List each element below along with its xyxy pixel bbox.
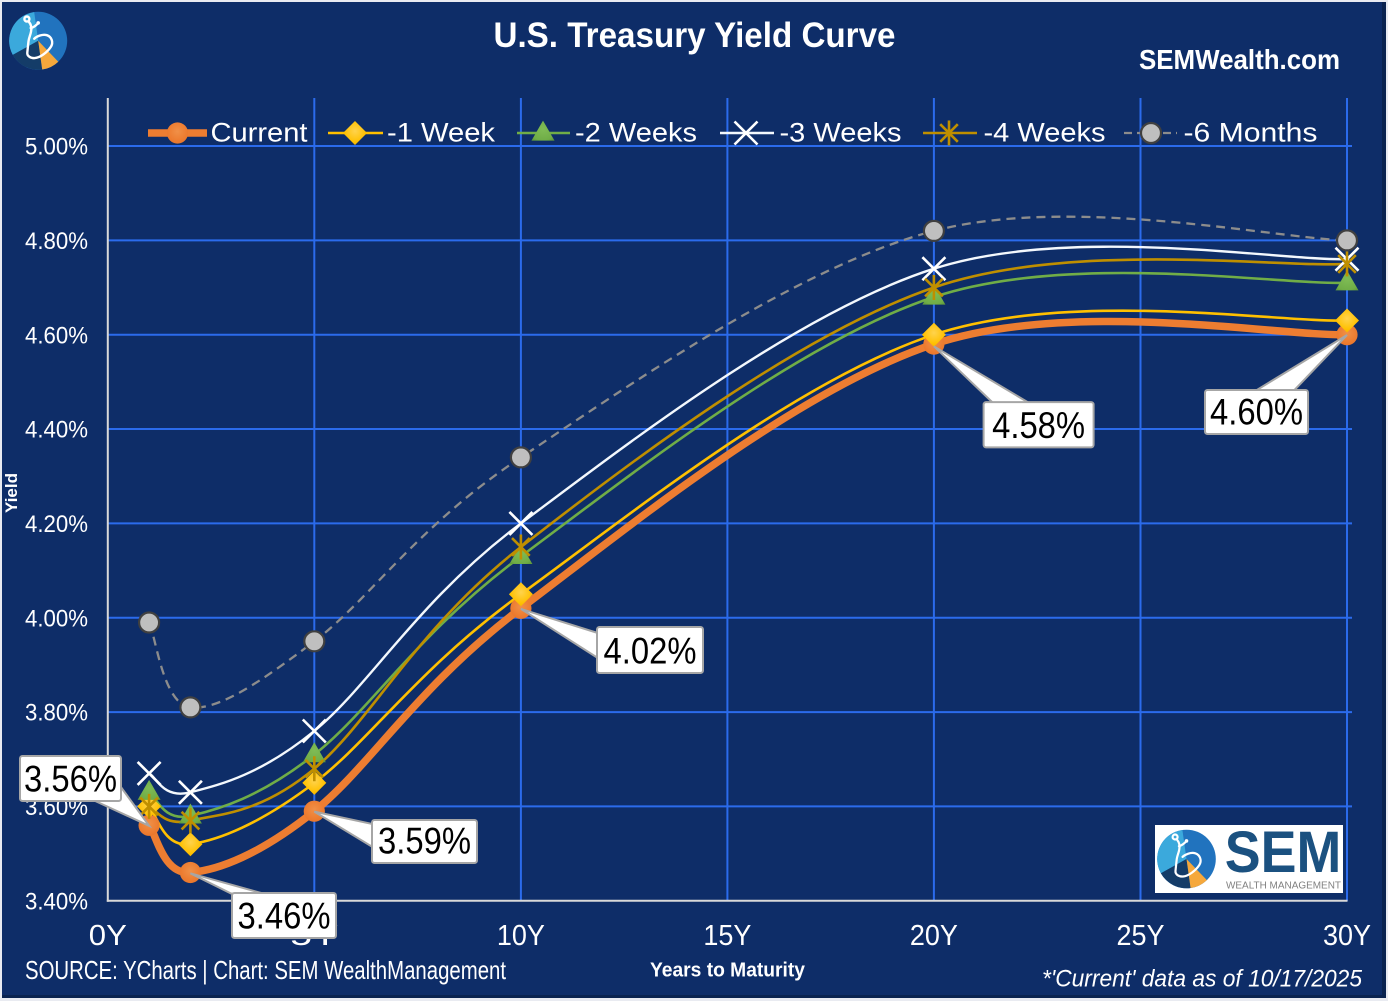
svg-text:*'Current' data as of 10/17/20: *'Current' data as of 10/17/2025 [1042,966,1363,993]
svg-text:4.02%: 4.02% [604,631,697,672]
svg-text:-2 Weeks: -2 Weeks [575,118,697,148]
svg-text:4.58%: 4.58% [992,405,1085,446]
svg-text:3.80%: 3.80% [25,700,88,727]
svg-text:-4 Weeks: -4 Weeks [984,118,1106,148]
svg-text:SOURCE: YCharts | Chart: SEM W: SOURCE: YCharts | Chart: SEM WealthManag… [25,955,507,985]
svg-text:-1 Week: -1 Week [387,118,496,148]
svg-text:25Y: 25Y [1117,920,1165,952]
svg-text:3.56%: 3.56% [24,759,117,800]
svg-text:Yield: Yield [2,473,21,513]
svg-text:30Y: 30Y [1323,920,1371,952]
svg-text:3.46%: 3.46% [238,896,331,937]
svg-text:5.00%: 5.00% [25,134,88,161]
svg-text:15Y: 15Y [703,920,751,952]
svg-text:SEMWealth.com: SEMWealth.com [1139,44,1340,75]
svg-text:3.59%: 3.59% [378,821,471,862]
svg-text:20Y: 20Y [910,920,958,952]
svg-text:4.20%: 4.20% [25,511,88,538]
svg-text:10Y: 10Y [497,920,545,952]
svg-text:-3 Weeks: -3 Weeks [780,118,902,148]
svg-text:WEALTH MANAGEMENT: WEALTH MANAGEMENT [1226,881,1341,892]
svg-text:4.60%: 4.60% [25,322,88,349]
svg-text:0Y: 0Y [89,920,127,952]
svg-text:Current: Current [211,118,309,148]
svg-text:U.S. Treasury Yield Curve: U.S. Treasury Yield Curve [494,16,896,55]
svg-text:Years to Maturity: Years to Maturity [650,960,806,982]
svg-text:SEM: SEM [1225,820,1342,885]
svg-text:4.40%: 4.40% [25,417,88,444]
svg-text:-6 Months: -6 Months [1184,118,1318,148]
svg-text:4.80%: 4.80% [25,228,88,255]
svg-text:4.00%: 4.00% [25,605,88,632]
svg-text:3.40%: 3.40% [25,888,88,915]
svg-text:4.60%: 4.60% [1210,392,1303,433]
